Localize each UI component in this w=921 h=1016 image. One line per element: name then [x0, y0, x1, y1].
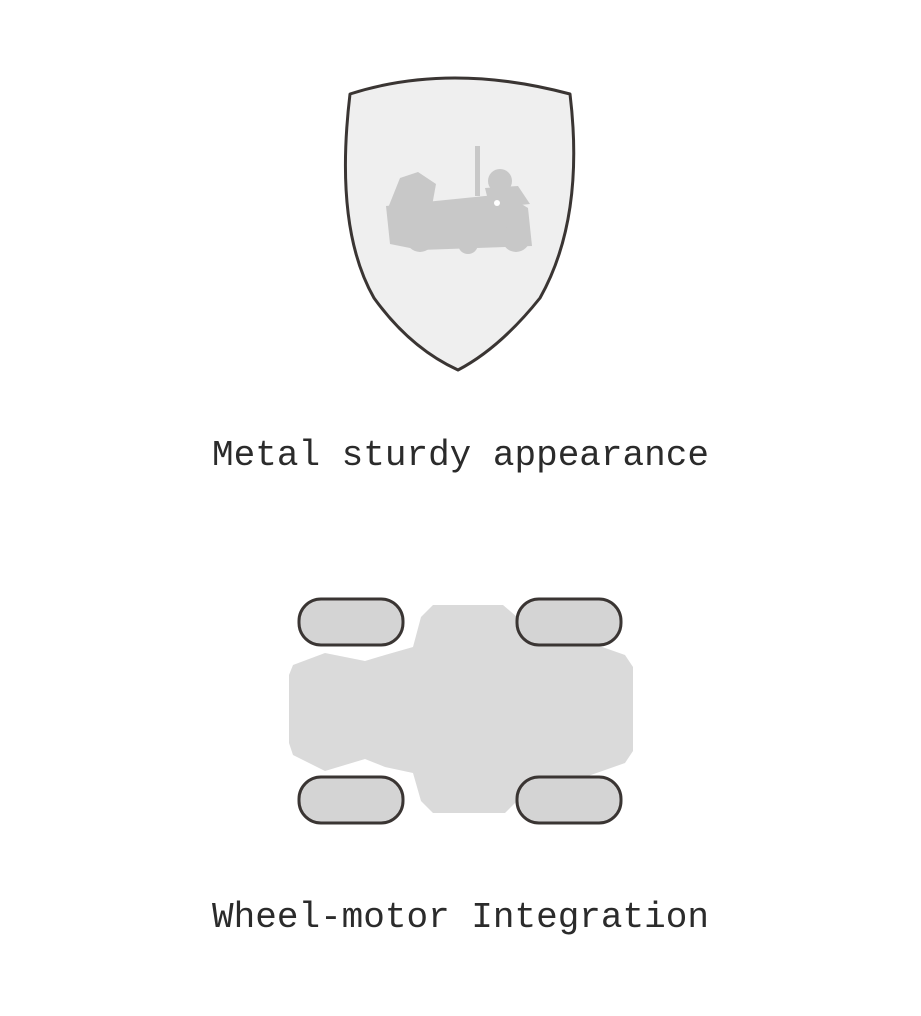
feature-caption: Wheel-motor Integration	[212, 897, 709, 938]
shield-robot-icon	[340, 68, 580, 374]
chassis-wheels-icon	[285, 595, 635, 827]
feature-caption: Metal sturdy appearance	[212, 435, 709, 476]
